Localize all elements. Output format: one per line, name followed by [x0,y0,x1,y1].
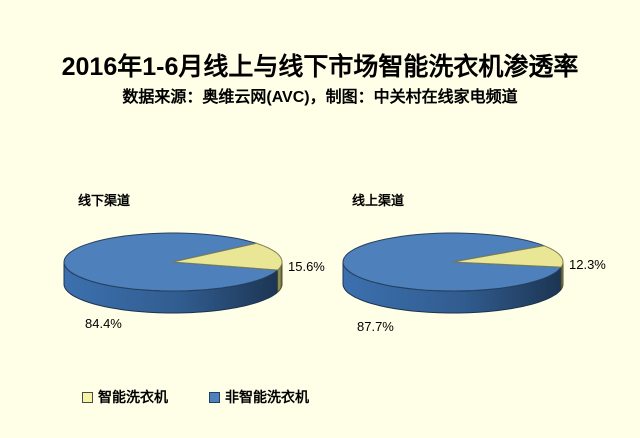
legend-label-nonsmart: 非智能洗衣机 [225,389,309,405]
pie1-top-smart [452,245,564,268]
pie0-top-smart [172,242,283,271]
chart-subtitle: 数据来源：奥维云网(AVC)，制图：中关村在线家电频道 [122,89,518,106]
offline-smart-pct-label: 15.6% [288,259,325,274]
legend-item-nonsmart: 非智能洗衣机 [209,387,309,407]
pie1-top-nonsmart [342,232,562,292]
legend-swatch-nonsmart-icon [209,391,220,403]
legend-swatch-smart-icon [82,391,93,403]
online-smart-pct-label: 12.3% [569,257,606,272]
offline-pie-title: 线下渠道 [78,193,131,208]
online-nonsmart-pct-label: 87.7% [357,319,394,334]
offline-nonsmart-pct-label: 84.4% [85,316,122,331]
chart-main-title: 2016年1-6月线上与线下市场智能洗衣机渗透率 [61,53,579,81]
online-pie-title: 线上渠道 [352,193,405,208]
legend-item-smart: 智能洗衣机 [82,387,168,407]
legend-label-smart: 智能洗衣机 [98,389,168,405]
pie0-top-nonsmart [63,232,279,292]
